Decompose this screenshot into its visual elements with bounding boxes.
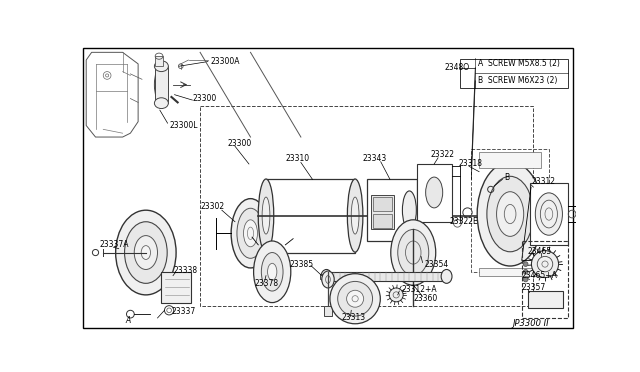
Ellipse shape <box>231 199 270 268</box>
Ellipse shape <box>391 220 436 285</box>
Ellipse shape <box>389 288 403 302</box>
Ellipse shape <box>141 246 150 260</box>
Text: 23302: 23302 <box>200 202 224 211</box>
Bar <box>266 179 355 253</box>
Ellipse shape <box>426 177 443 208</box>
Ellipse shape <box>531 251 559 278</box>
Ellipse shape <box>321 269 332 283</box>
Text: 23465+A: 23465+A <box>522 271 557 280</box>
Bar <box>373 197 392 211</box>
Bar <box>479 268 541 276</box>
Text: 23313: 23313 <box>342 314 366 323</box>
Ellipse shape <box>154 61 168 71</box>
Text: A: A <box>125 316 130 325</box>
Ellipse shape <box>397 230 429 276</box>
Ellipse shape <box>125 222 167 283</box>
Ellipse shape <box>540 200 557 228</box>
Ellipse shape <box>268 263 277 280</box>
Text: A  SCREW M5X8.5 (2): A SCREW M5X8.5 (2) <box>477 60 559 68</box>
Bar <box>161 272 191 302</box>
Ellipse shape <box>154 66 168 103</box>
Text: 2348O: 2348O <box>444 63 469 72</box>
Bar <box>367 179 417 241</box>
Text: 23322E: 23322E <box>450 217 479 226</box>
Bar <box>479 153 541 168</box>
Text: 23300: 23300 <box>193 94 216 103</box>
Bar <box>326 272 447 281</box>
Ellipse shape <box>244 220 257 247</box>
Text: 23310: 23310 <box>285 154 310 163</box>
Ellipse shape <box>487 176 533 252</box>
Text: 23338: 23338 <box>173 266 197 275</box>
Text: JP3300 II: JP3300 II <box>513 319 549 328</box>
Ellipse shape <box>351 197 359 234</box>
Ellipse shape <box>237 208 264 258</box>
Bar <box>320 274 332 279</box>
Bar <box>522 241 568 318</box>
Text: 23354: 23354 <box>425 260 449 269</box>
Ellipse shape <box>477 162 543 266</box>
Bar <box>200 106 533 307</box>
Bar <box>529 183 568 245</box>
Bar <box>373 214 392 228</box>
Bar <box>460 58 568 88</box>
Text: 23318: 23318 <box>458 160 482 169</box>
Bar <box>417 164 452 222</box>
Ellipse shape <box>403 191 417 230</box>
Text: 23385: 23385 <box>289 260 314 269</box>
Text: 23312+A: 23312+A <box>402 285 437 294</box>
Ellipse shape <box>338 281 372 316</box>
Text: B: B <box>504 173 509 182</box>
Bar <box>472 148 549 272</box>
Circle shape <box>524 269 528 274</box>
Ellipse shape <box>262 197 270 234</box>
Ellipse shape <box>537 256 553 272</box>
Ellipse shape <box>348 179 363 252</box>
Ellipse shape <box>253 241 291 302</box>
Text: 23300: 23300 <box>227 139 252 148</box>
Text: 23312: 23312 <box>531 177 555 186</box>
Ellipse shape <box>261 253 283 291</box>
Text: 23300L: 23300L <box>169 121 198 130</box>
Text: 23378: 23378 <box>254 279 278 288</box>
Text: 23343: 23343 <box>363 154 387 163</box>
Text: 23337: 23337 <box>172 307 196 315</box>
Bar <box>324 307 332 316</box>
Text: 23337A: 23337A <box>99 240 129 249</box>
Text: 23322: 23322 <box>430 150 454 159</box>
Ellipse shape <box>134 235 157 269</box>
Ellipse shape <box>535 193 563 235</box>
Bar <box>528 291 563 308</box>
Ellipse shape <box>259 179 274 252</box>
Text: 23360: 23360 <box>413 294 438 303</box>
Ellipse shape <box>441 269 452 283</box>
Circle shape <box>524 277 528 282</box>
Ellipse shape <box>116 210 176 295</box>
Bar <box>155 66 168 103</box>
Ellipse shape <box>330 274 380 324</box>
Ellipse shape <box>347 290 364 307</box>
Text: 23300A: 23300A <box>210 57 240 66</box>
Bar <box>155 56 163 66</box>
Bar <box>371 195 394 230</box>
Text: 23465: 23465 <box>528 247 552 256</box>
Ellipse shape <box>322 271 334 288</box>
Circle shape <box>524 262 528 266</box>
Ellipse shape <box>154 98 168 109</box>
Text: B  SCREW M6X23 (2): B SCREW M6X23 (2) <box>477 76 557 85</box>
Ellipse shape <box>497 192 524 236</box>
Text: 23357: 23357 <box>522 283 546 292</box>
